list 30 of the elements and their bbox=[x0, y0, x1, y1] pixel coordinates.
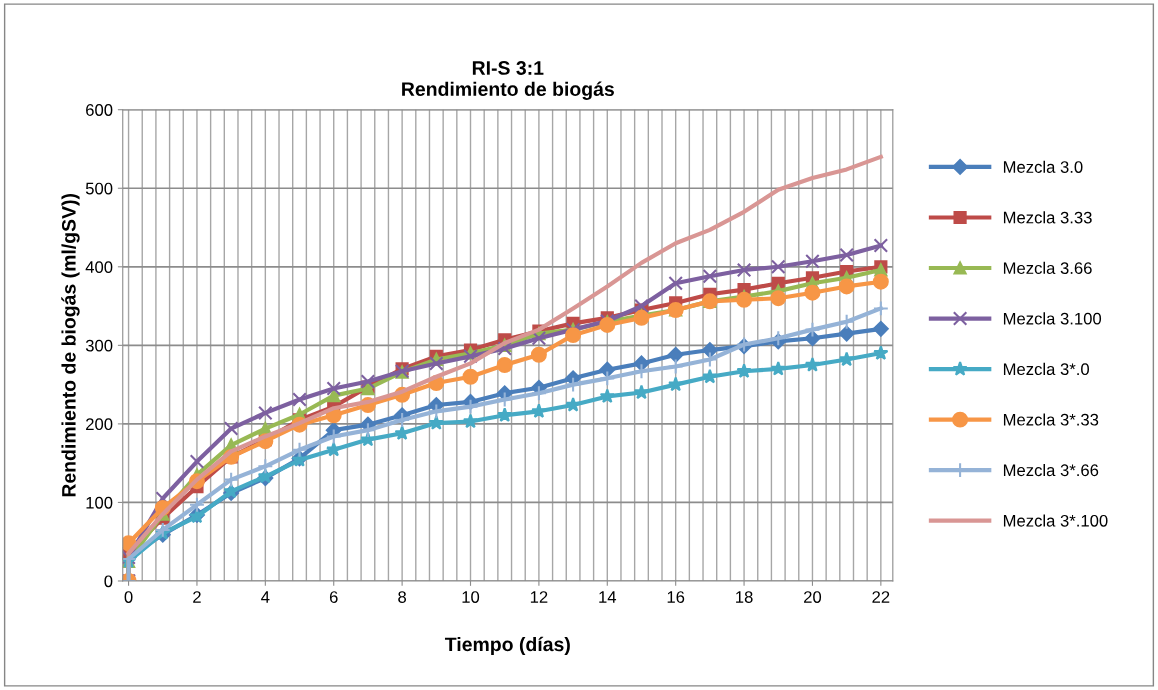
y-tick-label: 100 bbox=[86, 496, 113, 509]
y-tick-label: 200 bbox=[86, 418, 113, 431]
chart-title: RI-S 3:1 Rendimiento de biogás bbox=[402, 61, 614, 100]
y-tick-label: 300 bbox=[85, 339, 113, 352]
legend-label: Mezcla 3.0 bbox=[1003, 160, 1083, 173]
x-tick-label: 14 bbox=[599, 591, 617, 603]
legend-label: Mezcla 3.100 bbox=[1003, 312, 1102, 325]
legend-label: Mezcla 3*.66 bbox=[1003, 463, 1099, 477]
x-tick-label: 6 bbox=[329, 591, 338, 603]
y-tick-label: 0 bbox=[104, 575, 113, 588]
x-tick-label: 2 bbox=[193, 591, 201, 603]
legend-label: Mezcla 3.33 bbox=[1003, 211, 1092, 224]
x-tick-label: 10 bbox=[462, 591, 480, 603]
x-tick-label: 18 bbox=[736, 591, 753, 603]
y-tick-label: 500 bbox=[85, 182, 113, 195]
x-tick-label: 0 bbox=[124, 591, 133, 603]
x-tick-label: 8 bbox=[398, 591, 407, 603]
legend-label: Mezcla 3*.33 bbox=[1003, 413, 1099, 426]
x-tick-label: 12 bbox=[530, 591, 548, 603]
y-tick-label: 400 bbox=[85, 261, 113, 273]
y-tick-label: 600 bbox=[86, 104, 113, 116]
x-tick-label: 16 bbox=[667, 591, 685, 603]
legend-label: Mezcla 3*.0 bbox=[1003, 362, 1090, 376]
legend-label: Mezcla 3.66 bbox=[1003, 261, 1092, 275]
x-tick-label: 22 bbox=[872, 591, 890, 603]
y-axis-title: Rendimiento de biogás (ml/gSV)) bbox=[61, 193, 80, 497]
x-tick-label: 4 bbox=[261, 591, 270, 603]
x-axis-title: Tiempo (días) bbox=[444, 636, 570, 656]
legend-label: Mezcla 3*.100 bbox=[1003, 514, 1108, 527]
x-tick-label: 20 bbox=[804, 591, 822, 603]
